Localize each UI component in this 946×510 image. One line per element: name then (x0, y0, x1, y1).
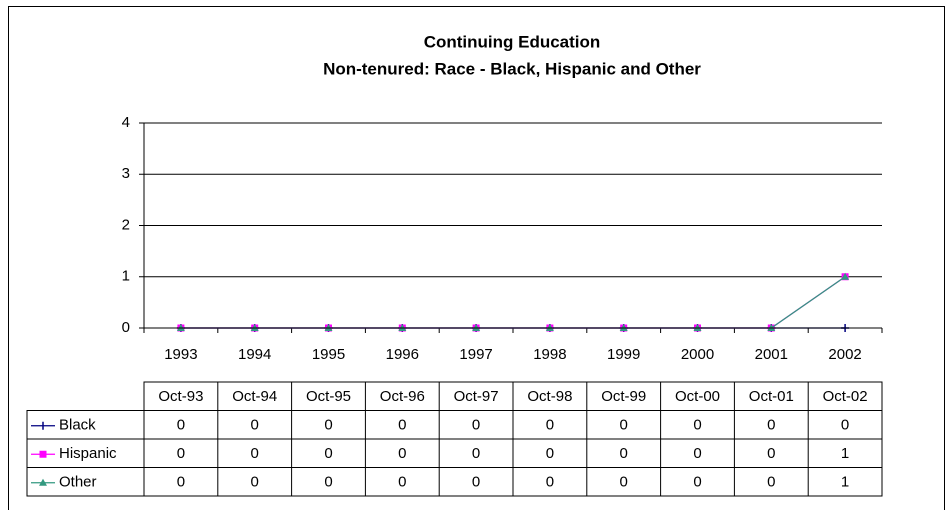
table-value: 0 (177, 417, 185, 434)
series-line (180, 276, 846, 329)
table-value: 0 (472, 445, 480, 462)
x-tick-label: 1999 (607, 346, 640, 363)
x-tick-label: 1998 (533, 346, 566, 363)
table-value: 0 (767, 445, 775, 462)
series-line (180, 276, 846, 329)
x-tick-label: 1995 (312, 346, 345, 363)
x-tick-label: 2002 (828, 346, 861, 363)
table-value: 0 (693, 445, 701, 462)
table-column-label: Oct-99 (601, 388, 646, 405)
table-column-label: Oct-94 (232, 388, 277, 405)
table-value: 0 (546, 474, 554, 491)
x-tick-label: 1996 (386, 346, 419, 363)
table-column-label: Oct-00 (675, 388, 720, 405)
table-value: 0 (177, 474, 185, 491)
table-value: 1 (841, 474, 849, 491)
table-value: 0 (841, 417, 849, 434)
y-tick-label: 0 (122, 319, 130, 336)
x-tick-label: 1993 (164, 346, 197, 363)
table-value: 1 (841, 445, 849, 462)
legend-label: Hispanic (59, 445, 117, 462)
y-tick-label: 4 (122, 114, 130, 131)
chart-subtitle: Non-tenured: Race - Black, Hispanic and … (323, 59, 701, 78)
table-body-frame (26, 410, 883, 497)
table-column-label: Oct-96 (380, 388, 425, 405)
x-tick-label: 2000 (681, 346, 714, 363)
legend-label: Black (59, 417, 96, 434)
table-value: 0 (620, 417, 628, 434)
table-value: 0 (398, 445, 406, 462)
marker (841, 272, 850, 280)
table-value: 0 (251, 445, 259, 462)
y-tick-label: 1 (122, 268, 130, 285)
table-column-label: Oct-93 (158, 388, 203, 405)
legend-label: Other (59, 474, 97, 491)
table-column-label: Oct-98 (527, 388, 572, 405)
y-tick-label: 2 (122, 216, 130, 233)
table-value: 0 (324, 474, 332, 491)
chart-title: Continuing Education (424, 32, 601, 51)
y-tick-label: 3 (122, 165, 130, 182)
table-value: 0 (324, 417, 332, 434)
x-tick-label: 1997 (459, 346, 492, 363)
legend-marker (39, 478, 47, 486)
x-tick-label: 1994 (238, 346, 271, 363)
table-value: 0 (767, 417, 775, 434)
table-value: 0 (472, 417, 480, 434)
table-value: 0 (324, 445, 332, 462)
table-column-label: Oct-01 (749, 388, 794, 405)
table-column-label: Oct-95 (306, 388, 351, 405)
table-value: 0 (620, 474, 628, 491)
legend-marker (39, 450, 47, 458)
table-value: 0 (546, 417, 554, 434)
table-column-label: Oct-02 (823, 388, 868, 405)
table-value: 0 (620, 445, 628, 462)
chart-frame (8, 6, 945, 510)
x-tick-label: 2001 (755, 346, 788, 363)
table-value: 0 (767, 474, 775, 491)
table-value: 0 (398, 474, 406, 491)
table-value: 0 (251, 474, 259, 491)
table-value: 0 (398, 417, 406, 434)
table-value: 0 (693, 417, 701, 434)
table-column-label: Oct-97 (454, 388, 499, 405)
table-value: 0 (251, 417, 259, 434)
table-value: 0 (546, 445, 554, 462)
table-value: 0 (177, 445, 185, 462)
table-value: 0 (472, 474, 480, 491)
table-value: 0 (693, 474, 701, 491)
